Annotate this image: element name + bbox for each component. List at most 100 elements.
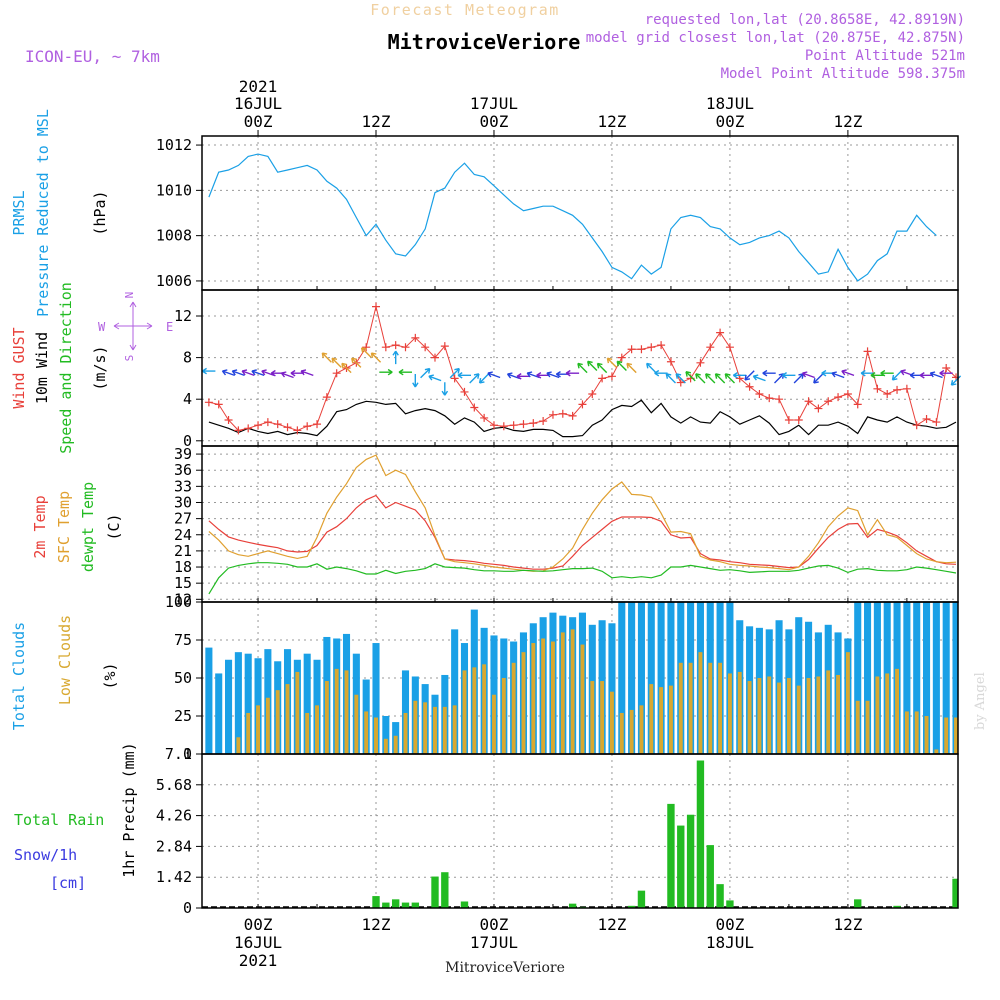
low-cloud-bar xyxy=(845,652,850,754)
gust-marker xyxy=(509,421,518,430)
total-cloud-bar xyxy=(637,602,645,754)
wind-arrow xyxy=(370,352,382,363)
clouds-ytick-label: 25 xyxy=(174,707,192,725)
wind-arrow xyxy=(596,362,608,374)
wind-arrow xyxy=(565,369,580,377)
wind-arrow xyxy=(241,369,255,377)
wind-arrow xyxy=(261,369,275,377)
wind-arrow xyxy=(420,367,431,379)
wind-arrow xyxy=(675,373,686,384)
temperature-ytick-label: 12 xyxy=(174,590,192,608)
rain-bar xyxy=(726,900,734,908)
rain-bar xyxy=(706,845,714,908)
bottom-time-label: 00Z xyxy=(480,915,509,934)
wind-arrow xyxy=(478,373,490,384)
top-time-label: 17JUL xyxy=(470,94,518,113)
gust-marker xyxy=(775,395,784,404)
wind-arrow xyxy=(685,371,696,382)
compass-w: W xyxy=(98,320,106,334)
wind-arrow xyxy=(774,373,785,384)
total-cloud-bar xyxy=(923,602,931,754)
wind-arrow xyxy=(577,362,588,374)
low-cloud-bar xyxy=(619,712,624,754)
low-cloud-bar xyxy=(934,749,939,754)
top-year-label: 2021 xyxy=(239,77,278,96)
rain-bar xyxy=(382,902,390,908)
compass-icon: W E N S xyxy=(98,292,173,362)
model-altitude: Model Point Altitude 598.375m xyxy=(721,66,965,82)
wind-arrow xyxy=(705,373,716,384)
gust-marker xyxy=(912,421,921,430)
gust-marker xyxy=(588,390,597,398)
low-cloud-bar xyxy=(737,671,742,754)
wind-arrow xyxy=(300,369,314,377)
wind-arrow xyxy=(331,357,342,368)
low-cloud-bar xyxy=(708,662,713,754)
rain-bar xyxy=(372,896,380,908)
wind-arrow xyxy=(441,382,449,396)
rain-bar xyxy=(401,902,410,908)
low-cloud-bar xyxy=(423,702,428,754)
low-cloud-bar xyxy=(472,667,477,754)
low-cloud-bar xyxy=(383,738,388,754)
tsfc-label: SFC Temp xyxy=(55,491,73,563)
wind-ytick-label: 0 xyxy=(183,432,192,450)
wind-arrow xyxy=(793,373,804,384)
location-title: MitroviceVeriore xyxy=(388,30,581,54)
side-labels: PRMSL Pressure Reduced to MSL (hPa) Wind GU… xyxy=(10,109,173,892)
low-cloud-bar xyxy=(482,664,487,754)
wind-arrow xyxy=(665,373,676,384)
low-cloud-bar xyxy=(246,712,251,754)
precipitation-ytick-label: 7.1 xyxy=(165,745,192,763)
gust-marker xyxy=(440,342,449,351)
gust-marker xyxy=(647,343,656,352)
low-cloud-bar xyxy=(855,700,860,754)
total-cloud-bar xyxy=(913,602,921,754)
wind-arrow xyxy=(841,369,855,377)
wind-arrow xyxy=(392,350,399,365)
total-cloud-bar xyxy=(942,602,950,754)
wind-unit: (m/s) xyxy=(91,345,109,390)
precipitation-ytick-label: 5.68 xyxy=(156,776,192,794)
top-time-label: 00Z xyxy=(480,112,509,131)
low-cloud-bar xyxy=(885,673,890,754)
wind-arrow xyxy=(762,369,776,377)
point-altitude: Point Altitude 521m xyxy=(805,48,965,64)
wind-arrow xyxy=(251,369,265,377)
gust-marker xyxy=(755,390,764,398)
gust-marker xyxy=(696,358,705,367)
rain-bar xyxy=(677,825,685,908)
pressure-ytick-label: 1010 xyxy=(156,181,192,199)
wind-panel: 0 4 8 12 xyxy=(174,290,962,450)
gust-marker xyxy=(893,385,902,394)
total-clouds-label: Total Clouds xyxy=(10,622,28,730)
precipitation-frame xyxy=(201,753,959,909)
gust-marker xyxy=(627,345,636,354)
clouds-ytick-label: 75 xyxy=(174,631,192,649)
gust-marker xyxy=(263,418,272,427)
low-cloud-bar xyxy=(531,643,536,754)
gust-marker xyxy=(873,384,882,393)
gust-marker xyxy=(244,424,253,433)
gust-marker xyxy=(313,420,322,429)
precipitation-ytick-label: 2.84 xyxy=(156,837,192,855)
clouds-ytick-label: 50 xyxy=(174,669,192,687)
bottom-time-label: 18JUL xyxy=(706,933,754,952)
model-label: ICON-EU, ~ 7km xyxy=(25,47,160,66)
low-cloud-bar xyxy=(786,678,791,754)
t2m-line xyxy=(208,494,957,570)
pressure-ytick-label: 1012 xyxy=(156,136,192,154)
rain-bar xyxy=(893,905,901,908)
low-cloud-bar xyxy=(875,676,880,754)
closest-coords: model grid closest lon,lat (20.875E, 42.… xyxy=(586,30,965,46)
low-cloud-bar xyxy=(551,641,555,754)
wind-arrow xyxy=(351,357,362,368)
total-cloud-bar xyxy=(608,623,616,754)
low-cloud-bar xyxy=(334,668,339,754)
total-cloud-bar xyxy=(628,602,636,754)
temperature-ytick-label: 15 xyxy=(174,574,192,592)
gust-marker xyxy=(617,353,626,362)
tsfc-line xyxy=(208,454,957,572)
gust-marker xyxy=(804,397,813,406)
